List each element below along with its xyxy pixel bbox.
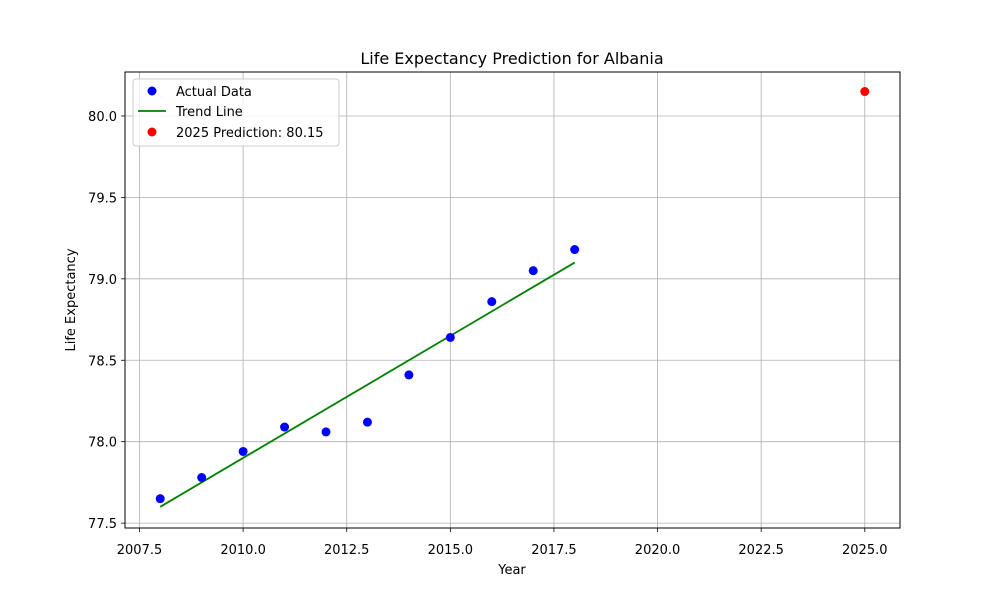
legend-label-trend: Trend Line [175, 105, 243, 120]
x-tick-label: 2020.0 [635, 543, 681, 558]
y-tick-label: 78.0 [88, 436, 117, 451]
legend-marker-actual [147, 86, 157, 96]
x-tick-label: 2022.5 [738, 543, 784, 558]
chart-title: Life Expectancy Prediction for Albania [360, 49, 663, 68]
trend-layer [159, 261, 576, 508]
y-tick-label: 78.5 [88, 354, 117, 369]
x-tick-label: 2015.0 [428, 543, 474, 558]
y-axis-label: Life Expectancy [64, 248, 79, 351]
plot-frame [124, 71, 901, 529]
y-tick-label: 77.5 [88, 517, 117, 532]
y-tick-label: 79.5 [88, 191, 117, 206]
grid-lines [125, 72, 900, 528]
legend-marker-prediction [147, 127, 157, 137]
legend: Actual Data Trend Line 2025 Prediction: … [132, 78, 340, 147]
actual-data-point [280, 422, 290, 432]
legend-label-actual: Actual Data [176, 85, 252, 100]
axis-ticks: 2007.5 2010.0 2012.5 2015.0 2017.5 2020.0 2022… [88, 110, 887, 558]
y-tick-label: 79.0 [88, 273, 117, 288]
actual-data-point [404, 370, 414, 380]
actual-data-point [487, 297, 497, 307]
legend-box [132, 78, 340, 147]
trend-line [159, 261, 576, 508]
x-tick-label: 2017.5 [531, 543, 577, 558]
actual-data-point [570, 245, 580, 255]
x-tick-label: 2012.5 [324, 543, 370, 558]
x-tick-label: 2025.0 [842, 543, 888, 558]
x-axis-label: Year [497, 563, 526, 578]
actual-data-point [238, 446, 248, 456]
legend-label-prediction: 2025 Prediction: 80.15 [176, 126, 324, 141]
actual-data-point [445, 332, 455, 342]
x-tick-label: 2010.0 [220, 543, 266, 558]
actual-data-point [321, 427, 331, 437]
actual-data-point [155, 494, 165, 504]
data-points [155, 87, 870, 504]
y-tick-label: 80.0 [88, 110, 117, 125]
actual-data-point [197, 473, 207, 483]
prediction-point [860, 87, 870, 97]
actual-data-point [362, 417, 372, 427]
actual-data-point [528, 266, 538, 276]
x-tick-label: 2007.5 [117, 543, 163, 558]
